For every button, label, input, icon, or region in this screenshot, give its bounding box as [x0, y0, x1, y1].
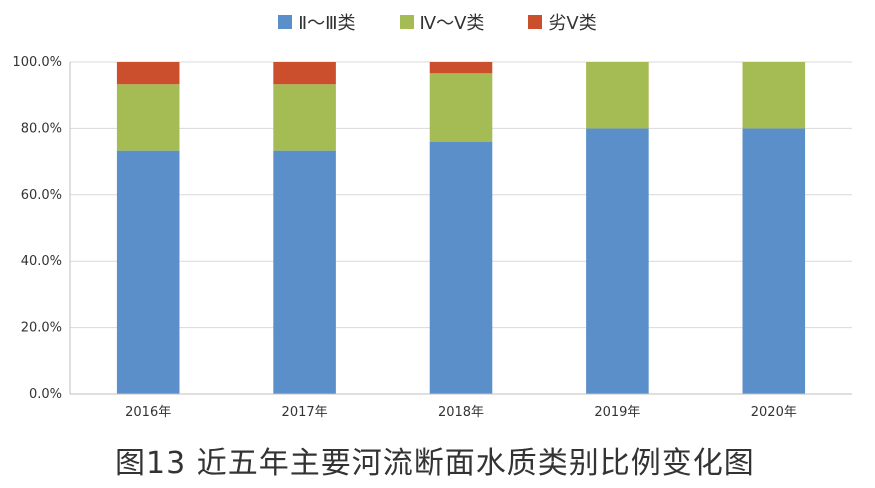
x-tick-label: 2016年 — [125, 405, 171, 420]
bar-segment-series-0 — [742, 128, 806, 394]
bar-segment-series-2 — [429, 62, 493, 74]
y-tick-label: 60.0% — [21, 188, 62, 203]
y-tick-label: 40.0% — [21, 254, 62, 269]
axes: 0.0% 20.0% 40.0% 60.0% 80.0% 100.0% 2016年 2017年… — [12, 55, 852, 420]
y-tick-label: 100.0% — [12, 55, 62, 70]
bar-segment-series-0 — [273, 150, 336, 394]
x-tick-label: 2017年 — [282, 405, 328, 420]
bar-segment-series-0 — [429, 142, 493, 394]
legend-swatch-class-2-3 — [278, 15, 293, 29]
figure-caption: 图13 近五年主要河流断面水质类别比例变化图 — [115, 446, 755, 481]
bar-segment-series-2 — [273, 62, 336, 85]
bar-segment-series-1 — [116, 84, 180, 151]
x-tick-label: 2019年 — [594, 405, 640, 420]
bar-segment-series-1 — [273, 84, 336, 151]
bars — [116, 62, 806, 394]
bar-segment-series-1 — [742, 62, 806, 129]
legend-label-class-4-5: Ⅳ～Ⅴ类 — [419, 13, 485, 34]
x-tick-label: 2020年 — [751, 405, 797, 420]
legend-item-class-2-3: Ⅱ～Ⅲ类 — [278, 9, 356, 35]
bar-segment-series-2 — [116, 62, 180, 85]
legend-item-class-4-5: Ⅳ～Ⅴ类 — [399, 9, 485, 35]
legend-label-class-2-3: Ⅱ～Ⅲ类 — [298, 13, 356, 34]
legend-item-below-class-5: 劣Ⅴ类 — [528, 9, 597, 35]
bar-segment-series-1 — [429, 73, 493, 143]
legend: Ⅱ～Ⅲ类 Ⅳ～Ⅴ类 劣Ⅴ类 — [0, 9, 875, 35]
legend-label-below-class-5: 劣Ⅴ类 — [548, 13, 597, 34]
bar-segment-series-1 — [586, 62, 649, 129]
legend-swatch-class-4-5 — [399, 15, 414, 29]
x-tick-label: 2018年 — [438, 405, 484, 420]
bar-segment-series-0 — [586, 128, 649, 394]
bar-segment-series-0 — [116, 150, 180, 394]
y-tick-label: 0.0% — [29, 387, 62, 402]
legend-swatch-below-class-5 — [528, 15, 543, 29]
y-tick-label: 20.0% — [21, 321, 62, 336]
y-tick-label: 80.0% — [21, 121, 62, 136]
